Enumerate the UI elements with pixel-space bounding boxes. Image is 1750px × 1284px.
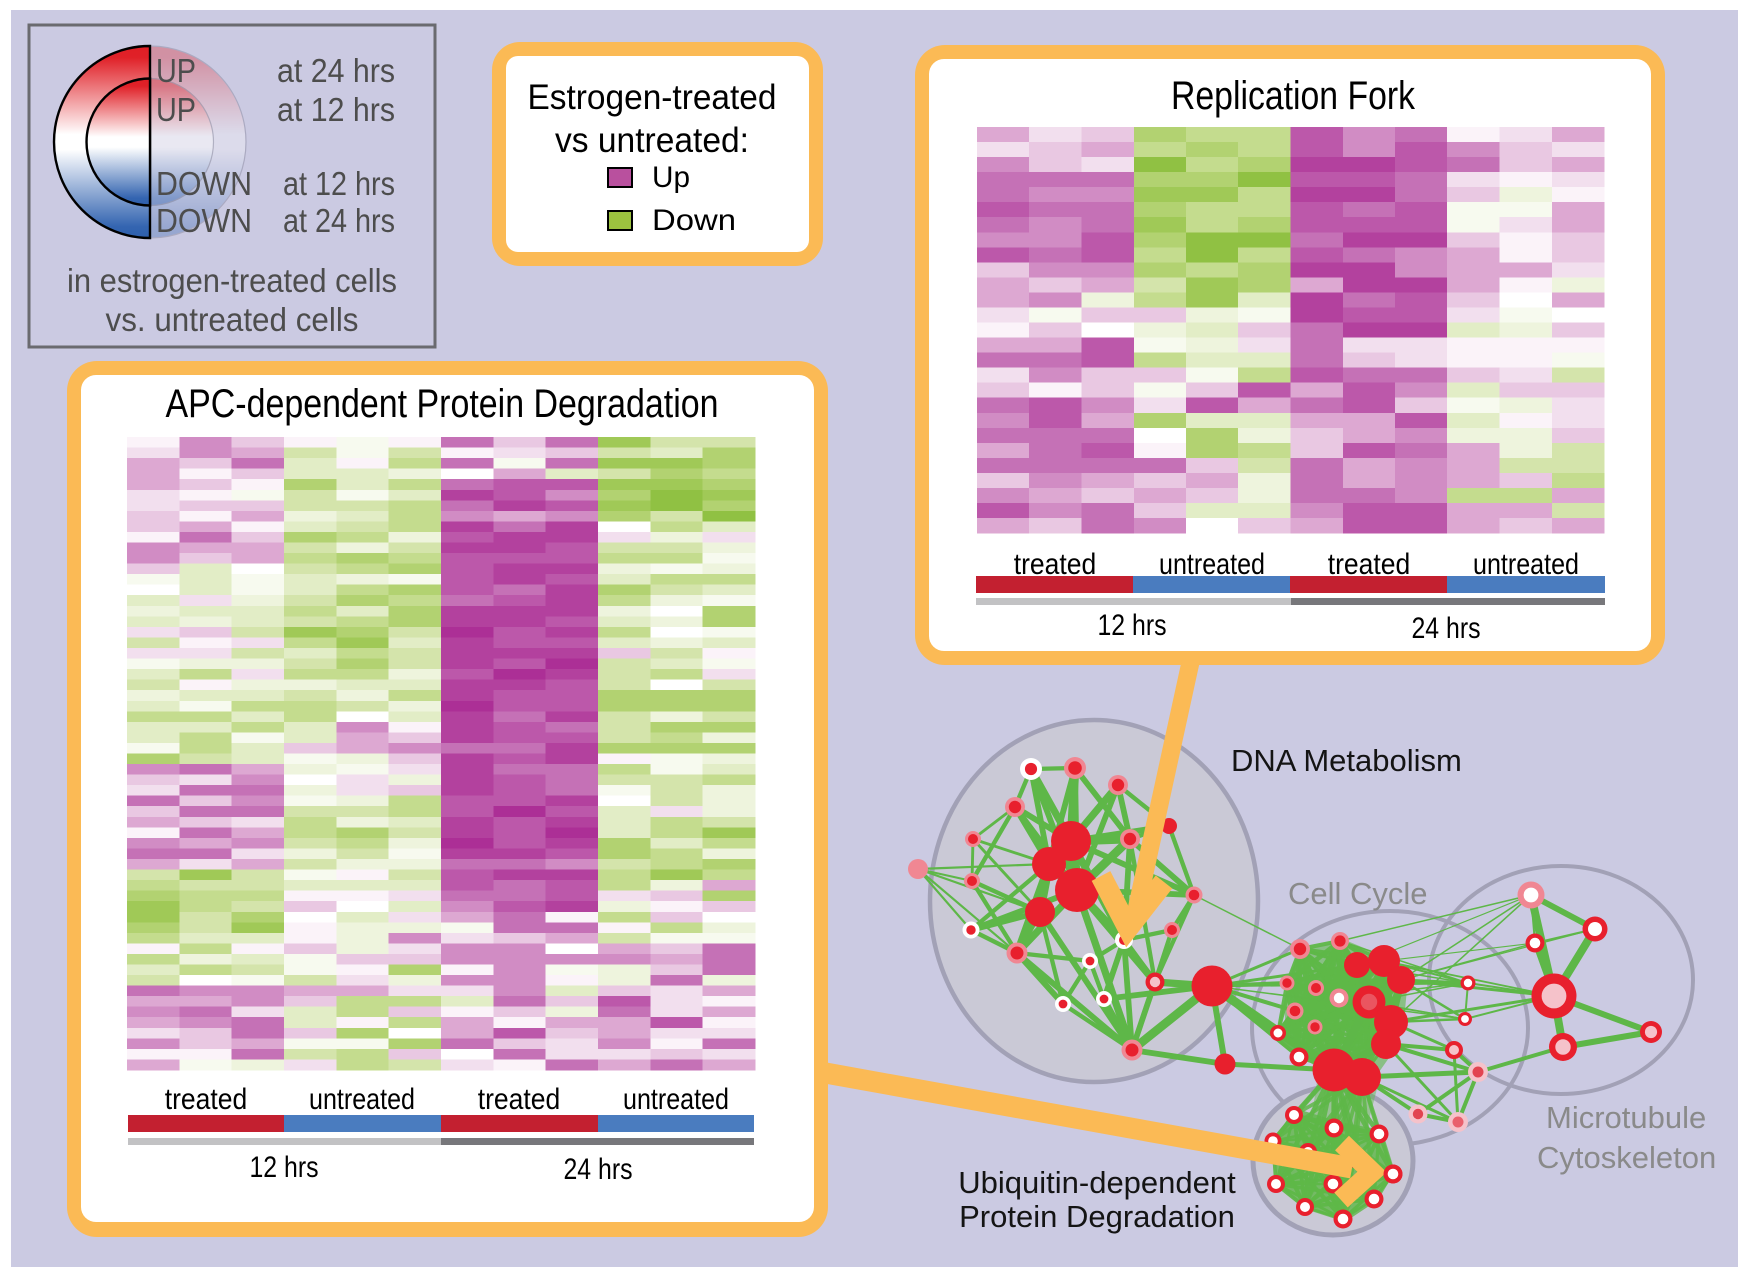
svg-text:vs untreated:: vs untreated: (555, 121, 749, 160)
svg-text:Microtubule: Microtubule (1546, 1100, 1706, 1135)
svg-text:Cell Cycle: Cell Cycle (1288, 876, 1428, 911)
svg-text:12 hrs: 12 hrs (1098, 609, 1167, 642)
svg-text:at 24 hrs: at 24 hrs (277, 52, 395, 89)
svg-text:vs. untreated cells: vs. untreated cells (106, 301, 359, 338)
svg-text:24 hrs: 24 hrs (1412, 612, 1481, 645)
svg-text:treated: treated (1014, 548, 1097, 581)
svg-text:at 12 hrs: at 12 hrs (277, 91, 395, 128)
svg-text:Down: Down (652, 204, 736, 237)
svg-text:APC-dependent Protein Degradat: APC-dependent Protein Degradation (166, 382, 719, 426)
svg-text:untreated: untreated (1159, 548, 1265, 581)
svg-text:treated: treated (1328, 548, 1411, 581)
svg-text:untreated: untreated (309, 1083, 415, 1116)
svg-text:treated: treated (165, 1083, 248, 1116)
svg-text:DOWN: DOWN (156, 202, 252, 239)
svg-text:untreated: untreated (1473, 548, 1579, 581)
svg-text:DNA Metabolism: DNA Metabolism (1231, 743, 1462, 778)
svg-text:untreated: untreated (623, 1083, 729, 1116)
svg-text:UP: UP (156, 52, 196, 89)
svg-text:24 hrs: 24 hrs (564, 1153, 633, 1186)
svg-text:Replication Fork: Replication Fork (1171, 74, 1416, 118)
svg-text:Cytoskeleton: Cytoskeleton (1537, 1140, 1716, 1175)
svg-text:Ubiquitin-dependent: Ubiquitin-dependent (958, 1165, 1236, 1200)
svg-text:12 hrs: 12 hrs (250, 1151, 319, 1184)
svg-text:UP: UP (156, 91, 196, 128)
svg-text:at 12 hrs: at 12 hrs (283, 165, 395, 202)
svg-text:Estrogen-treated: Estrogen-treated (528, 78, 777, 117)
svg-text:Protein Degradation: Protein Degradation (959, 1199, 1235, 1234)
svg-text:DOWN: DOWN (156, 165, 252, 202)
svg-text:at 24 hrs: at 24 hrs (283, 202, 395, 239)
svg-text:in estrogen-treated cells: in estrogen-treated cells (67, 262, 397, 299)
svg-text:Up: Up (652, 161, 690, 194)
svg-text:treated: treated (478, 1083, 561, 1116)
